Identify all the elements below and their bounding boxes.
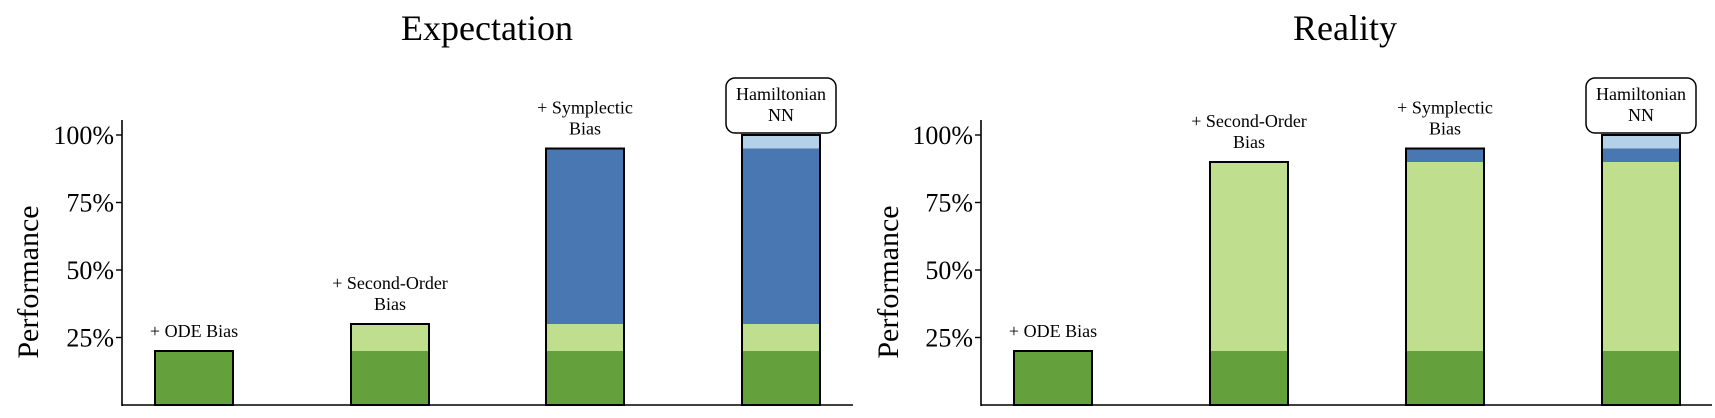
bar-symplectic-bias	[545, 147, 625, 406]
category-label-line: Bias	[374, 294, 406, 314]
bar-hamiltonian-nn	[741, 134, 821, 406]
bar-segment-hamiltonian	[742, 135, 820, 149]
category-label-line: + Second-Order	[332, 273, 448, 293]
category-label-line: NN	[1628, 105, 1654, 125]
bar-segment-base	[1210, 351, 1288, 405]
bar-segment-symplectic	[546, 148, 624, 324]
bar-symplectic-bias	[1405, 147, 1485, 406]
category-label-ode-bias: + ODE Bias	[1009, 321, 1097, 341]
chart-panel-expectation: Expectation Performance + ODE Bias + Second…	[12, 8, 853, 406]
y-tick-label: 75%	[925, 189, 973, 218]
y-tick-label: 50%	[66, 256, 114, 285]
bar-segment-base	[1602, 351, 1680, 405]
bar-segment-base	[155, 351, 233, 405]
category-label-line: Bias	[569, 119, 601, 139]
bar-hamiltonian-nn	[1601, 134, 1681, 406]
bar-segment-base	[742, 351, 820, 405]
chart-title: Reality	[1293, 8, 1397, 48]
bar-segment-second_order	[546, 324, 624, 351]
bar-segment-base	[1014, 351, 1092, 405]
category-label-line: Hamiltonian	[736, 84, 826, 104]
y-axis-label: Performance	[12, 205, 45, 358]
category-label-ode-bias: + ODE Bias	[150, 321, 238, 341]
bar-segment-second_order	[742, 324, 820, 351]
bar-segment-second_order	[351, 324, 429, 351]
y-axis-label: Performance	[872, 205, 905, 358]
bar-segment-second_order	[1602, 162, 1680, 351]
chart-title: Expectation	[401, 8, 573, 48]
y-tick-label: 50%	[925, 256, 973, 285]
category-label-line: Bias	[1429, 119, 1461, 139]
category-label-line: + ODE Bias	[1009, 321, 1097, 341]
category-label-line: + Symplectic	[1397, 98, 1493, 118]
category-label-line: + Symplectic	[537, 98, 633, 118]
bar-second-order-bias	[1209, 161, 1289, 406]
bar-segment-symplectic	[742, 148, 820, 324]
bar-ode-bias	[1013, 350, 1093, 406]
y-tick-label: 100%	[53, 121, 114, 150]
y-tick-label: 25%	[925, 324, 973, 353]
category-label-line: + Second-Order	[1191, 111, 1307, 131]
bar-segment-symplectic	[1406, 148, 1484, 162]
bar-ode-bias	[154, 350, 234, 406]
y-tick-label: 25%	[66, 324, 114, 353]
bar-segment-hamiltonian	[1602, 135, 1680, 149]
category-label-line: Hamiltonian	[1596, 84, 1686, 104]
bar-segment-symplectic	[1602, 148, 1680, 162]
bar-segment-base	[546, 351, 624, 405]
category-label-line: + ODE Bias	[150, 321, 238, 341]
y-tick-label: 75%	[66, 189, 114, 218]
label-box	[725, 77, 837, 134]
category-label-line: Bias	[1233, 132, 1265, 152]
category-label-line: NN	[768, 105, 794, 125]
bar-segment-base	[351, 351, 429, 405]
y-tick-label: 100%	[912, 121, 973, 150]
bar-segment-second_order	[1406, 162, 1484, 351]
bar-second-order-bias	[350, 323, 430, 406]
chart-panel-reality: Reality Performance + ODE Bias + Second-Ord…	[872, 8, 1712, 406]
label-box	[1585, 77, 1697, 134]
bar-segment-second_order	[1210, 162, 1288, 351]
bar-segment-base	[1406, 351, 1484, 405]
